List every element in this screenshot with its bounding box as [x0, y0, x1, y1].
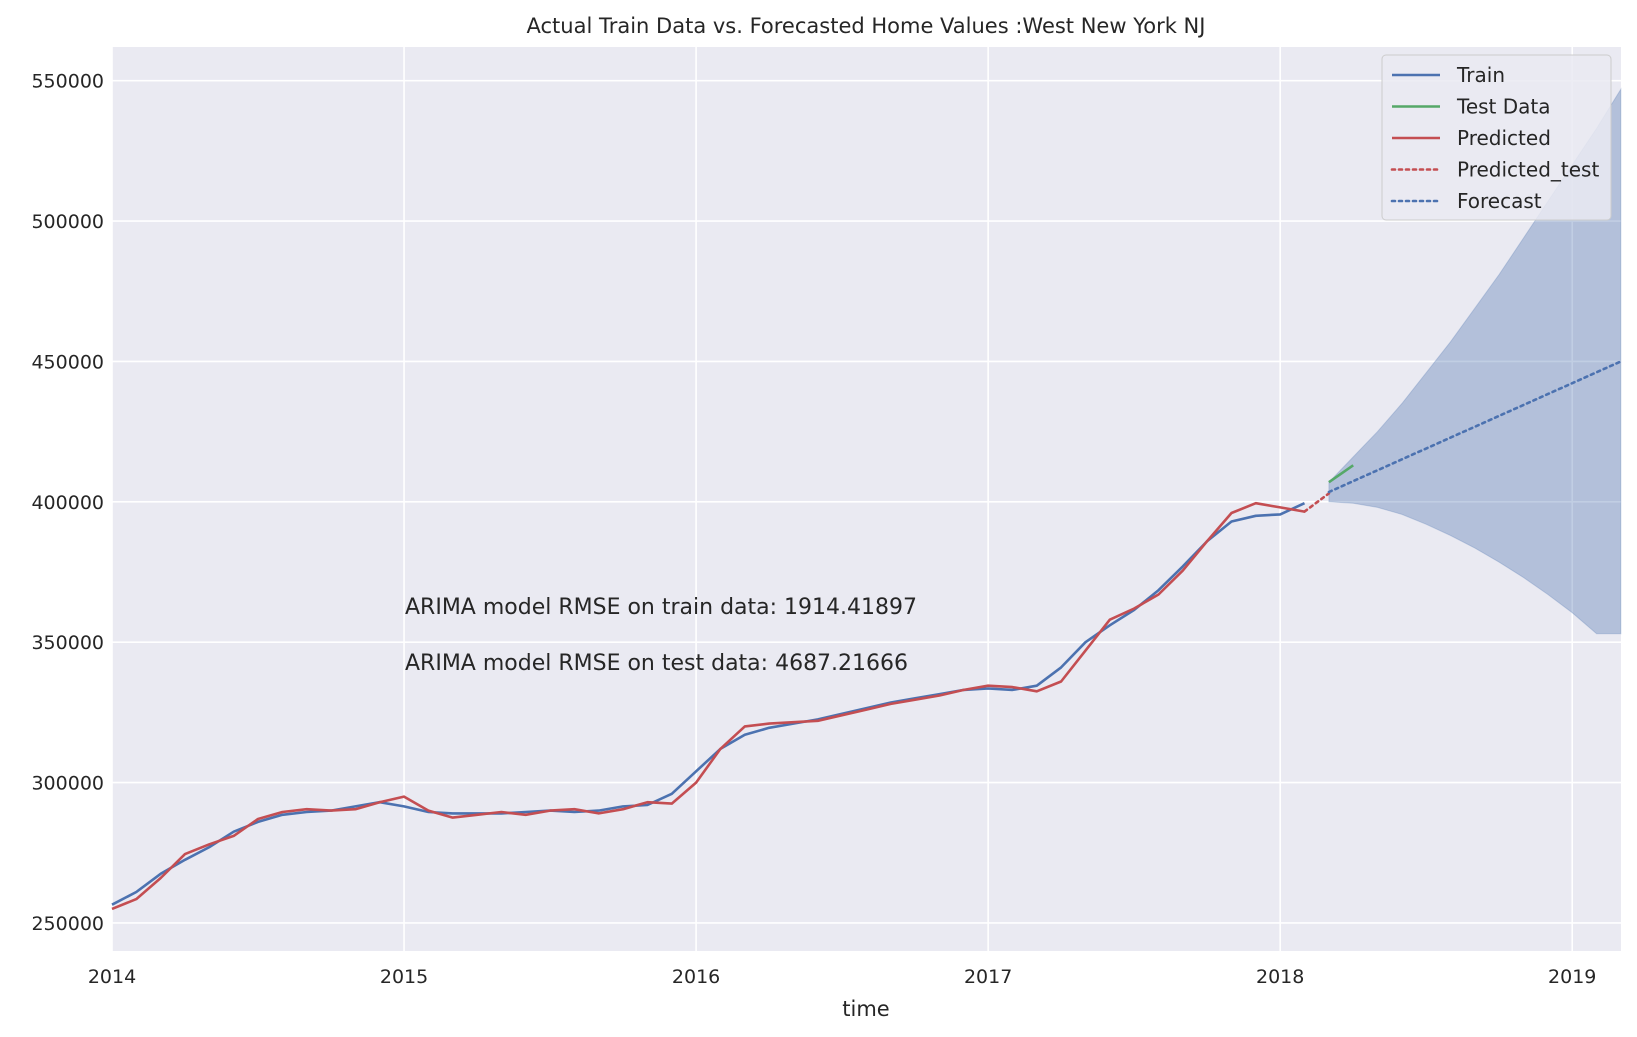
y-tick-label: 250000 [31, 913, 104, 935]
y-tick-label: 500000 [31, 211, 104, 233]
x-axis-label: time [842, 997, 889, 1021]
y-tick-label: 350000 [31, 632, 104, 654]
legend-label: Test Data [1456, 95, 1551, 119]
x-axis-ticks: 2014 2015 2016 2017 2018 2019 [88, 966, 1597, 988]
x-tick-label: 2018 [1256, 966, 1304, 988]
x-tick-label: 2015 [380, 966, 428, 988]
y-axis-ticks: 250000 300000 350000 400000 450000 500000 5500… [31, 71, 104, 935]
series-lines [111, 360, 1623, 911]
legend-box [1381, 54, 1612, 221]
annotation-test-rmse: ARIMA model RMSE on test data: 4687.2166… [405, 651, 908, 676]
forecast-confidence-band [1328, 87, 1622, 635]
legend: Train Test Data Predicted Predicted_test For… [1381, 54, 1612, 221]
annotation-train-rmse: ARIMA model RMSE on train data: 1914.418… [405, 595, 917, 620]
series-line-forecast [1327, 360, 1623, 494]
series-line-predicted-test [1303, 492, 1331, 513]
x-tick-label: 2016 [672, 966, 720, 988]
confidence-interval [1328, 87, 1622, 635]
x-tick-label: 2019 [1548, 966, 1596, 988]
grid [111, 47, 1621, 951]
y-tick-label: 550000 [31, 71, 104, 93]
series-line-predicted [111, 501, 1305, 911]
legend-label: Predicted_test [1457, 158, 1599, 182]
legend-label: Forecast [1457, 189, 1542, 213]
x-tick-label: 2017 [964, 966, 1012, 988]
x-tick-label: 2014 [88, 966, 136, 988]
y-tick-label: 450000 [31, 351, 104, 373]
chart-title: Actual Train Data vs. Forecasted Home Va… [527, 14, 1206, 38]
series-line-train [111, 502, 1306, 906]
y-tick-label: 300000 [31, 773, 104, 795]
plot-background [112, 47, 1621, 951]
legend-label: Predicted [1457, 126, 1551, 150]
legend-label: Train [1456, 63, 1505, 87]
series-line-test-data [1328, 464, 1354, 484]
y-tick-label: 400000 [31, 492, 104, 514]
